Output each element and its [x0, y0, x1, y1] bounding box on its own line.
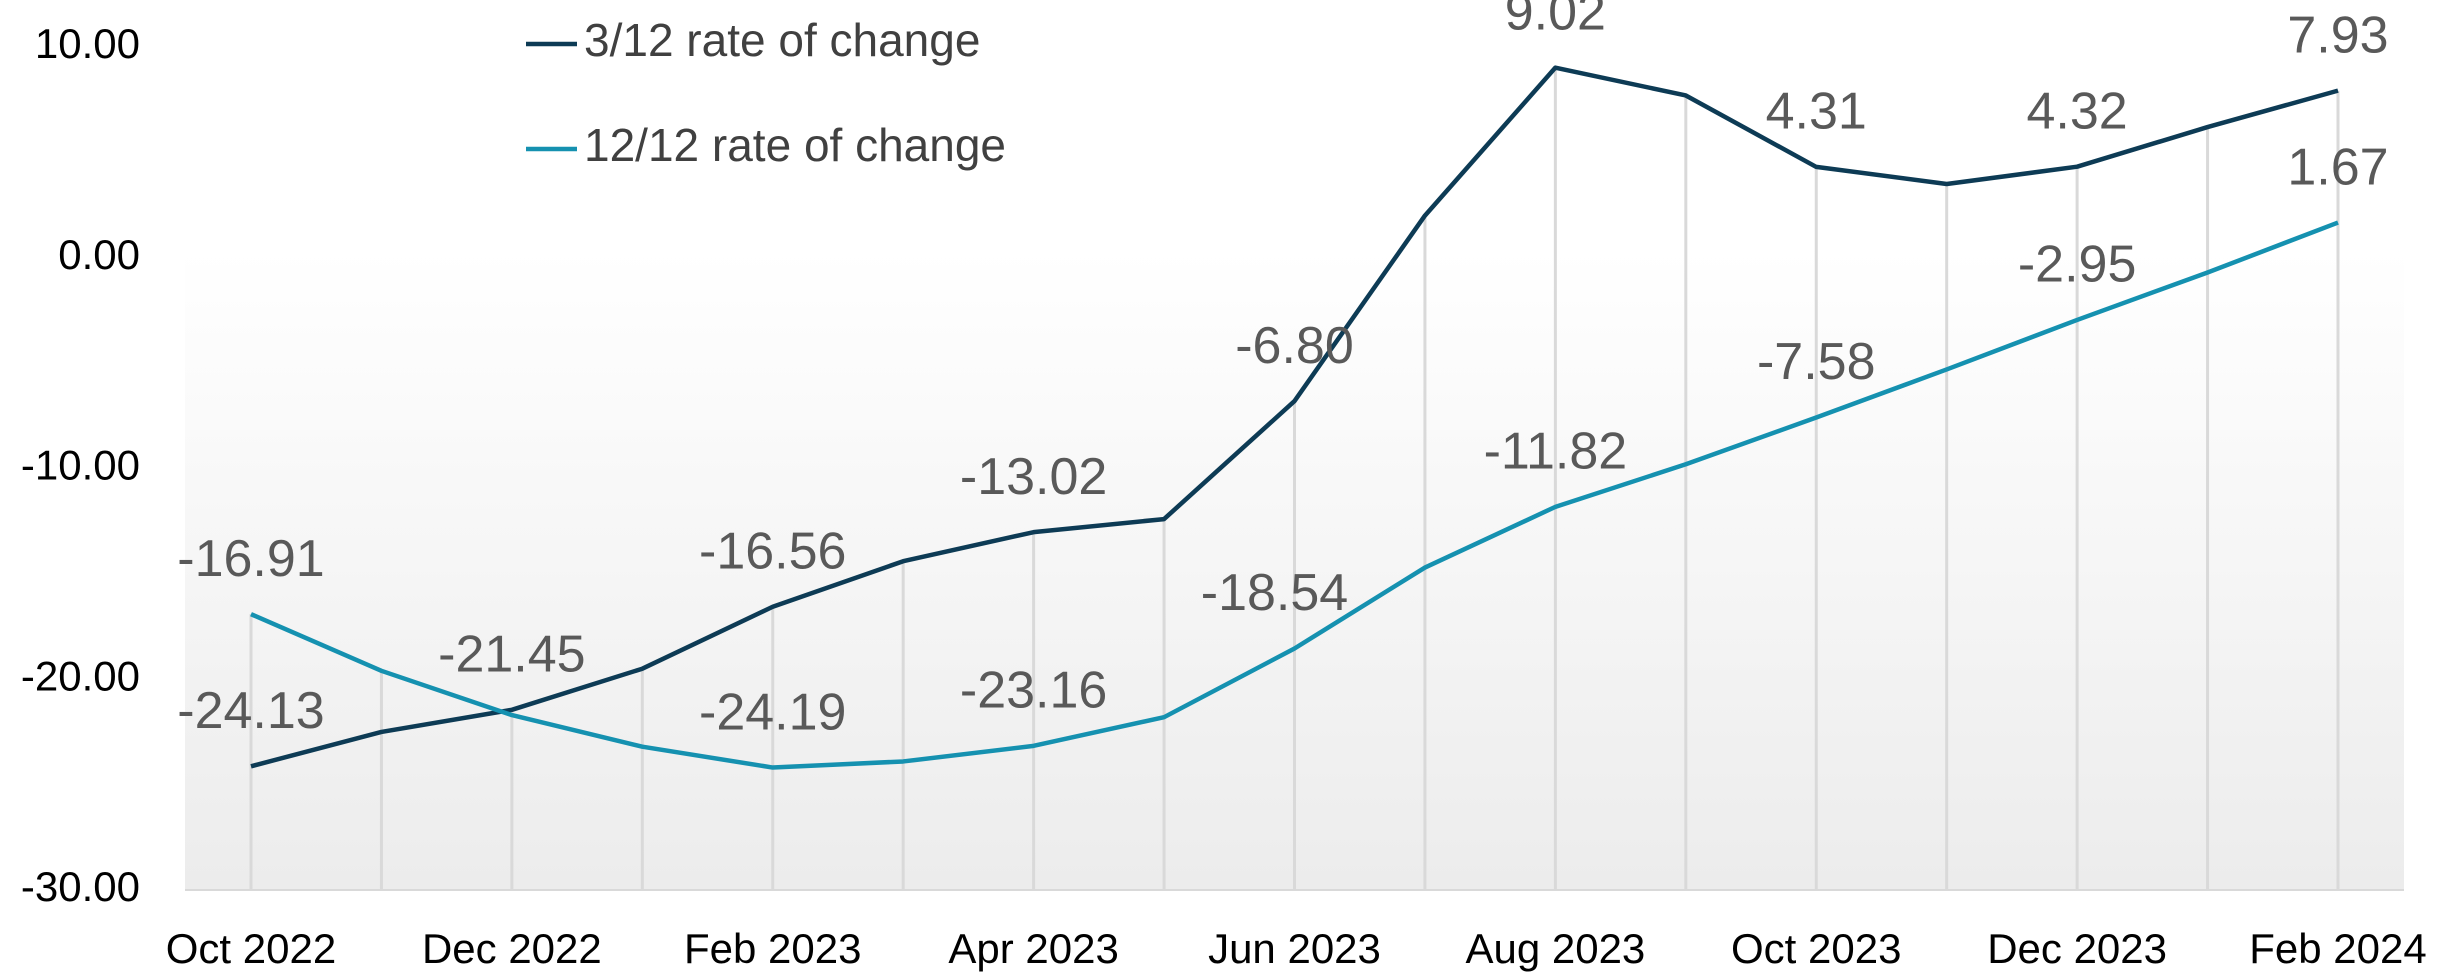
- data-label: 9.02: [1505, 0, 1606, 41]
- series-line: [250, 65, 2339, 769]
- data-label: -11.82: [1484, 423, 1628, 481]
- data-label: 4.31: [1766, 83, 1867, 141]
- x-tick-label: Feb 2023: [684, 925, 861, 972]
- series-line: [250, 220, 2339, 770]
- y-tick-label: -30.00: [21, 863, 140, 910]
- x-tick-label: Apr 2023: [948, 925, 1118, 972]
- data-label: -7.58: [1757, 333, 1876, 391]
- data-label: 4.32: [2027, 82, 2128, 140]
- data-label: 1.67: [2287, 138, 2388, 196]
- x-tick-label: Aug 2023: [1465, 925, 1645, 972]
- data-label: -2.95: [2018, 236, 2137, 294]
- x-tick-label: Oct 2022: [166, 925, 336, 972]
- y-tick-label: 0.00: [58, 231, 140, 278]
- data-label: -18.54: [1201, 564, 1348, 622]
- data-label: -24.19: [699, 683, 846, 741]
- x-tick-label: Dec 2023: [1987, 925, 2167, 972]
- data-label: -24.13: [177, 682, 324, 740]
- data-label: -16.56: [699, 522, 846, 580]
- data-label: 7.93: [2287, 6, 2388, 64]
- data-label: -6.80: [1235, 317, 1354, 375]
- legend-label: 12/12 rate of change: [584, 119, 1006, 171]
- y-tick-label: 10.00: [35, 20, 140, 67]
- y-tick-label: -20.00: [21, 652, 140, 699]
- y-tick-label: -10.00: [21, 442, 140, 489]
- x-tick-label: Jun 2023: [1208, 925, 1381, 972]
- data-label: -13.02: [960, 448, 1107, 506]
- data-label: -21.45: [438, 626, 585, 684]
- data-label: -16.91: [177, 530, 324, 588]
- data-label: -23.16: [960, 662, 1107, 720]
- x-tick-label: Feb 2024: [2249, 925, 2426, 972]
- x-tick-label: Dec 2022: [422, 925, 602, 972]
- legend-label: 3/12 rate of change: [584, 14, 980, 66]
- x-tick-label: Oct 2023: [1731, 925, 1901, 972]
